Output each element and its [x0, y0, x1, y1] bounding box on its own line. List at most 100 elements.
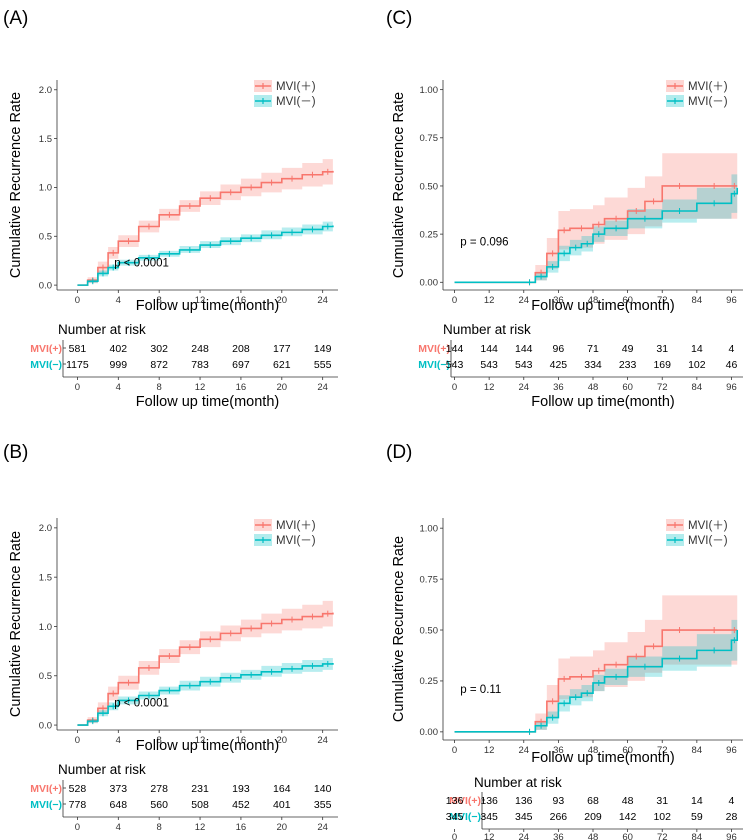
x-tick-label: 36 [553, 745, 564, 756]
risk-count: 144 [446, 343, 464, 355]
risk-count: 302 [150, 343, 168, 355]
risk-table-title: Number at risk [58, 762, 146, 777]
km-curve-mvi-pos [454, 629, 738, 733]
legend-label: MVI(－) [276, 535, 316, 547]
risk-group-label: MVI(+) [30, 783, 62, 795]
y-tick-label: 0.25 [420, 676, 439, 687]
risk-count: 401 [273, 799, 291, 811]
risk-x-tick-label: 84 [692, 832, 703, 840]
x-tick-label: 72 [657, 295, 668, 306]
panel-c: (C) Cumulative Recurrence Rate 0.00 0.25 0.5… [386, 8, 743, 410]
risk-x-tick-label: 4 [116, 822, 121, 833]
y-tick-label: 0.50 [420, 181, 439, 192]
x-tick-label: 20 [277, 295, 288, 306]
risk-count: 14 [691, 343, 703, 355]
risk-group-label: MVI(−) [418, 359, 450, 371]
risk-count: 508 [191, 799, 209, 811]
risk-count: 4 [729, 795, 735, 807]
risk-count: 648 [110, 799, 128, 811]
risk-count: 528 [69, 783, 87, 795]
x-tick-label: 0 [75, 735, 80, 746]
y-tick-label: 0.00 [420, 278, 439, 289]
x-tick-label: 24 [518, 745, 529, 756]
x-tick-label: 60 [622, 295, 633, 306]
y-tick-label: 1.5 [39, 572, 52, 583]
risk-x-tick-label: 0 [75, 822, 80, 833]
x-tick-label: 48 [588, 745, 599, 756]
x-tick-label: 8 [157, 295, 162, 306]
risk-x-tick-label: 24 [518, 382, 529, 393]
risk-group-label: MVI(+) [449, 795, 481, 807]
legend-label: MVI(－) [276, 96, 316, 108]
risk-count: 1175 [66, 359, 89, 371]
x-tick-label: 0 [75, 295, 80, 306]
risk-x-tick-label: 12 [195, 822, 206, 833]
risk-count: 345 [480, 811, 498, 823]
x-tick-label: 4 [116, 735, 121, 746]
risk-group-label: MVI(−) [30, 359, 62, 371]
risk-count: 999 [110, 359, 128, 371]
risk-x-tick-label: 16 [236, 382, 247, 393]
risk-x-tick-label: 72 [657, 832, 668, 840]
risk-x-tick-label: 12 [484, 382, 495, 393]
risk-count: 402 [110, 343, 128, 355]
legend-label: MVI(＋) [688, 520, 728, 532]
risk-table-title: Number at risk [474, 775, 562, 790]
risk-count: 164 [273, 783, 291, 795]
risk-x-tick-label: 24 [518, 832, 529, 840]
p-value: p = 0.11 [460, 684, 501, 696]
x-axis-title: Follow up time(month) [136, 738, 279, 754]
risk-x-tick-label: 36 [553, 382, 564, 393]
risk-count: 136 [446, 795, 464, 807]
risk-count: 14 [691, 795, 703, 807]
risk-count: 778 [69, 799, 87, 811]
y-tick-label: 1.00 [420, 85, 439, 96]
risk-count: 193 [232, 783, 250, 795]
risk-x-tick-label: 0 [452, 382, 457, 393]
y-axis-title: Cumulative Recurrence Rate [8, 92, 24, 278]
risk-count: 334 [584, 359, 602, 371]
risk-x-tick-label: 12 [195, 382, 206, 393]
risk-x-tick-label: 60 [622, 832, 633, 840]
risk-x-tick-label: 12 [484, 832, 495, 840]
x-tick-label: 96 [726, 745, 737, 756]
ci-band-mvi-neg [77, 220, 333, 286]
y-tick-label: 0.25 [420, 229, 439, 240]
risk-x-tick-label: 24 [317, 382, 328, 393]
y-tick-label: 0.50 [420, 625, 439, 636]
risk-count: 142 [619, 811, 637, 823]
risk-count: 555 [314, 359, 332, 371]
x-tick-label: 4 [116, 295, 121, 306]
ci-band-mvi-pos [77, 158, 333, 286]
risk-count: 49 [622, 343, 634, 355]
x-axis-title: Follow up time(month) [531, 298, 674, 314]
y-tick-label: 1.00 [420, 523, 439, 534]
risk-x-tick-label: 8 [157, 382, 162, 393]
risk-count: 373 [110, 783, 128, 795]
risk-count: 231 [191, 783, 209, 795]
x-tick-label: 12 [195, 735, 206, 746]
risk-count: 102 [653, 811, 671, 823]
x-tick-label: 8 [157, 735, 162, 746]
x-tick-label: 0 [452, 295, 457, 306]
risk-count: 783 [191, 359, 209, 371]
risk-count: 345 [446, 811, 464, 823]
x-tick-label: 24 [317, 295, 328, 306]
risk-x-tick-label: 24 [317, 822, 328, 833]
risk-count: 278 [150, 783, 168, 795]
risk-count: 621 [273, 359, 291, 371]
y-tick-label: 0.75 [420, 574, 439, 585]
risk-count: 71 [587, 343, 599, 355]
y-axis-title: Cumulative Recurrence Rate [8, 531, 24, 717]
risk-count: 102 [688, 359, 706, 371]
y-tick-label: 1.0 [39, 183, 52, 194]
risk-group-label: MVI(−) [30, 799, 62, 811]
risk-count: 28 [726, 811, 738, 823]
x-tick-label: 20 [277, 735, 288, 746]
legend-label: MVI(＋) [276, 81, 316, 93]
panel-a: (A) Cumulative Recurrence Rate 0.0 0.5 1.0 1.… [3, 8, 338, 410]
risk-group-label: MVI(+) [418, 343, 450, 355]
x-tick-label: 84 [692, 295, 703, 306]
risk-x-tick-label: 48 [588, 382, 599, 393]
risk-count: 93 [553, 795, 565, 807]
